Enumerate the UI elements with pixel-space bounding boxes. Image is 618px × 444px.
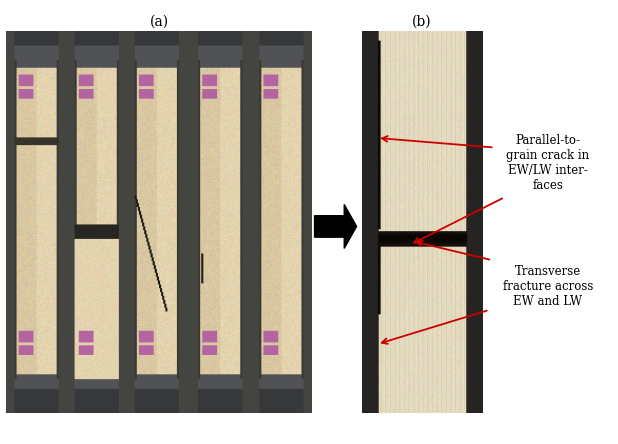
Title: (a): (a) [150, 15, 169, 28]
Title: (b): (b) [412, 15, 431, 28]
FancyArrow shape [315, 204, 357, 249]
Text: Parallel-to-
grain crack in
EW/LW inter-
faces: Parallel-to- grain crack in EW/LW inter-… [506, 134, 590, 192]
Text: Transverse
fracture across
EW and LW: Transverse fracture across EW and LW [502, 266, 593, 309]
